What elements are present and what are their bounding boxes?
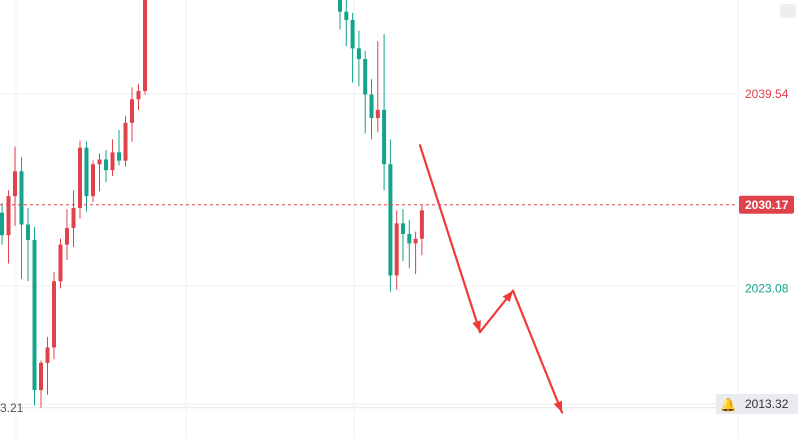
price-label-level: 2023.08 xyxy=(745,282,789,296)
candle-body-19 xyxy=(123,122,128,161)
candle-right-body-6 xyxy=(375,109,380,119)
candle-body-17 xyxy=(110,152,115,171)
arrow-segment-2 xyxy=(511,289,564,414)
arrow-segment-0 xyxy=(418,144,482,334)
arrowhead-1 xyxy=(502,290,513,303)
candle-body-8 xyxy=(52,281,56,348)
candle-body-18 xyxy=(117,152,121,161)
price-axis-labels: 2039.54 2030.17 2023.08 🔔 2013.32 xyxy=(716,87,798,414)
left-partial-label: 3.21 xyxy=(0,401,24,415)
candle-right-body-9 xyxy=(394,223,399,276)
candle-right-body-3 xyxy=(356,48,361,60)
candle-right-body-13 xyxy=(419,210,424,239)
candle-right-body-7 xyxy=(382,109,387,165)
candle-right-body-1 xyxy=(344,11,349,20)
candle-right-body-4 xyxy=(363,59,368,95)
arrowhead-0 xyxy=(472,320,481,333)
candle-right-body-10 xyxy=(401,223,405,234)
projection-arrows xyxy=(418,144,564,414)
candle-body-22 xyxy=(143,0,147,91)
candle-body-12 xyxy=(78,147,82,208)
chart-gridlines xyxy=(0,0,738,439)
candle-body-0 xyxy=(0,212,4,236)
candle-body-16 xyxy=(104,159,108,171)
candle-body-13 xyxy=(84,147,89,197)
candle-body-9 xyxy=(58,244,63,282)
candle-right-body-11 xyxy=(407,233,412,244)
candlestick-series xyxy=(0,0,424,408)
candle-body-4 xyxy=(26,224,30,240)
candle-body-21 xyxy=(136,90,141,100)
price-axis[interactable] xyxy=(737,0,799,439)
candle-body-1 xyxy=(6,196,11,236)
candle-body-2 xyxy=(13,171,17,197)
price-label-current-price: 2030.17 xyxy=(745,198,789,212)
candle-body-5 xyxy=(32,239,37,391)
candle-right-body-5 xyxy=(369,94,374,119)
candle-body-6 xyxy=(39,362,43,391)
candle-body-3 xyxy=(19,171,24,225)
alert-level-box[interactable] xyxy=(716,394,798,414)
candle-body-10 xyxy=(65,228,69,245)
arrowhead-2 xyxy=(553,400,563,413)
candle-right-body-2 xyxy=(350,19,355,49)
candle-body-14 xyxy=(91,164,95,197)
candle-right-body-12 xyxy=(413,238,418,244)
current-price-badge xyxy=(739,195,794,214)
candle-right-body-0 xyxy=(338,0,342,12)
candle-body-15 xyxy=(97,159,102,165)
candle-body-11 xyxy=(71,207,76,229)
axis-settings-box[interactable] xyxy=(780,4,796,18)
candle-body-20 xyxy=(130,99,134,123)
candle-body-7 xyxy=(45,347,50,363)
candle-right-body-8 xyxy=(388,164,393,276)
bell-icon[interactable]: 🔔 xyxy=(720,397,736,413)
price-label-level: 2039.54 xyxy=(745,87,789,101)
price-label-alert-level: 2013.32 xyxy=(745,397,789,411)
